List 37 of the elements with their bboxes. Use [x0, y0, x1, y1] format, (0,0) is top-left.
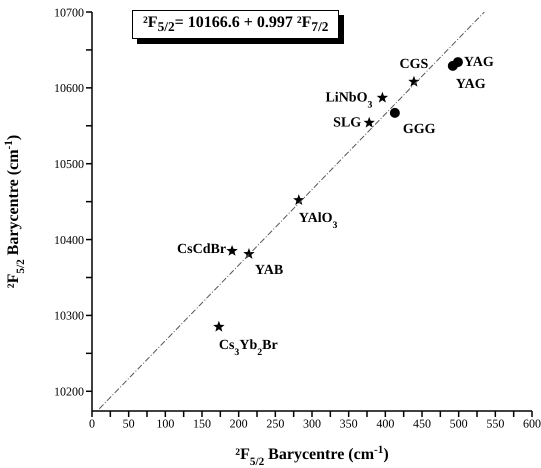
x-tick-label: 400	[376, 416, 394, 431]
x-tick-label: 100	[156, 416, 174, 431]
annotation: GGG	[402, 122, 436, 137]
y-tick-label: 10200	[54, 384, 84, 399]
point	[213, 320, 225, 332]
x-tick-label: 150	[193, 416, 211, 431]
x-tick-label: 200	[230, 416, 248, 431]
x-tick-label: 350	[340, 416, 358, 431]
y-tick-label: 10500	[54, 156, 84, 171]
annotation: YAG	[456, 76, 486, 92]
x-tick-label: 550	[486, 416, 504, 431]
annotation: YAB	[254, 262, 284, 278]
x-axis-title: ²F$_{5/2}$ Barycentre (cm$^{-1}$)	[235, 444, 389, 468]
x-tick-label: 600	[523, 416, 541, 431]
annotation: Cs$_{3}$Yb$_{2}$Br	[218, 338, 278, 358]
annotation: YAG	[464, 55, 494, 70]
x-tick-label: 50	[122, 416, 135, 431]
point	[226, 244, 238, 256]
annotation: LiNbO$_{3}$	[325, 90, 372, 110]
annotation: ²F$_{5/2}$= 10166.6 + 0.997 ²F$_{7/2}$	[132, 10, 340, 40]
y-tick-label: 10700	[54, 5, 84, 20]
annotation: CGS	[400, 56, 429, 72]
point	[390, 108, 400, 118]
point	[376, 92, 388, 103]
y-tick-label: 10600	[54, 81, 84, 96]
point	[452, 57, 463, 68]
annotation: CsCdBr	[177, 242, 226, 257]
annotation: SLG	[333, 116, 362, 131]
x-tick-label: 250	[266, 416, 284, 431]
annotation: YAlO$_{3}$	[298, 211, 338, 231]
x-tick-label: 300	[303, 416, 321, 431]
point	[363, 116, 375, 128]
y-tick-label: 10400	[54, 232, 84, 247]
y-tick-label: 10300	[54, 308, 84, 323]
x-tick-label: 500	[450, 416, 468, 431]
x-tick-label: 450	[413, 416, 431, 431]
x-tick-label: 0	[89, 416, 95, 431]
